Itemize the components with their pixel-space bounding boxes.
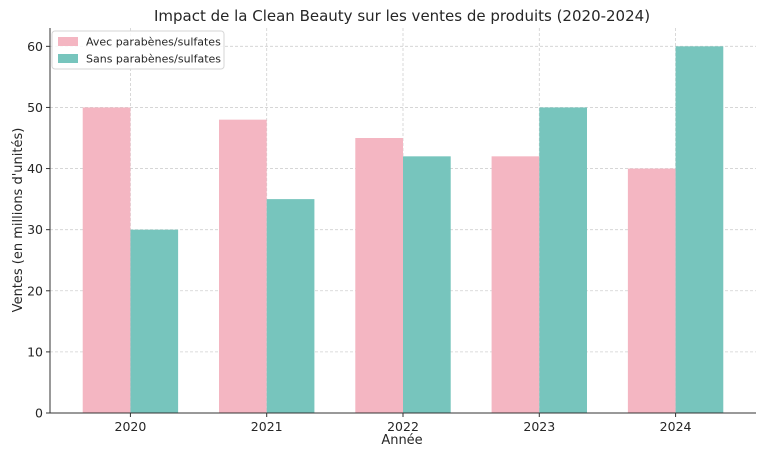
x-tick-label: 2020 <box>115 419 147 434</box>
legend: Avec parabènes/sulfates Sans parabènes/s… <box>51 30 225 70</box>
legend-label-sans: Sans parabènes/sulfates <box>86 53 221 66</box>
x-tick-label: 2021 <box>251 419 283 434</box>
x-tick-label: 2023 <box>523 419 555 434</box>
bar-avec-2021 <box>219 119 267 414</box>
y-tick-label: 60 <box>27 39 43 54</box>
x-tick-label: 2024 <box>660 419 692 434</box>
bar-avec-2023 <box>491 156 540 414</box>
legend-swatch-sans <box>58 54 78 63</box>
bar-sans-2021 <box>266 199 315 413</box>
legend-frame <box>51 30 225 70</box>
tick-labels: 0 10 20 30 40 50 60 2020 2021 2022 2023 2024 <box>27 39 691 434</box>
y-tick-label: 10 <box>27 344 43 359</box>
x-tick-label: 2022 <box>387 419 419 434</box>
bar-avec-2024 <box>627 168 676 413</box>
bar-sans-2022 <box>403 156 451 414</box>
legend-swatch-avec <box>58 37 78 46</box>
y-tick-label: 20 <box>27 283 43 298</box>
y-tick-label: 50 <box>27 100 43 115</box>
y-tick-label: 30 <box>27 222 43 237</box>
chart-title: Impact de la Clean Beauty sur les ventes… <box>154 7 650 25</box>
bars <box>82 46 724 414</box>
legend-label-avec: Avec parabènes/sulfates <box>86 36 221 49</box>
bar-avec-2020 <box>82 107 131 413</box>
bar-sans-2023 <box>539 107 587 413</box>
bar-sans-2020 <box>130 229 179 413</box>
y-tick-label: 40 <box>27 161 43 176</box>
y-tick-label: 0 <box>35 406 43 421</box>
y-axis-label: Ventes (en millions d'unités) <box>11 128 26 313</box>
bar-sans-2024 <box>675 46 724 413</box>
bar-avec-2022 <box>355 138 403 413</box>
x-axis-label: Année <box>381 433 422 448</box>
